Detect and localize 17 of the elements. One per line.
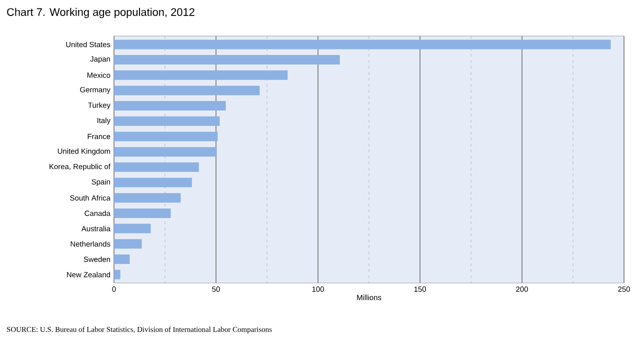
bar bbox=[114, 178, 192, 188]
bar bbox=[114, 193, 181, 203]
bar bbox=[114, 254, 130, 264]
bar bbox=[114, 270, 120, 280]
bar bbox=[114, 86, 260, 96]
bar bbox=[114, 101, 226, 111]
bar bbox=[114, 147, 217, 157]
bar bbox=[114, 208, 171, 218]
bar bbox=[114, 55, 340, 65]
bar bbox=[114, 116, 220, 126]
bar bbox=[114, 132, 218, 142]
bar bbox=[114, 40, 611, 50]
bar bbox=[114, 224, 151, 234]
bar bbox=[114, 239, 142, 249]
bar bbox=[114, 70, 288, 80]
bar bbox=[114, 162, 199, 172]
chart-title: Chart 7. Working age population, 2012 bbox=[7, 8, 194, 18]
